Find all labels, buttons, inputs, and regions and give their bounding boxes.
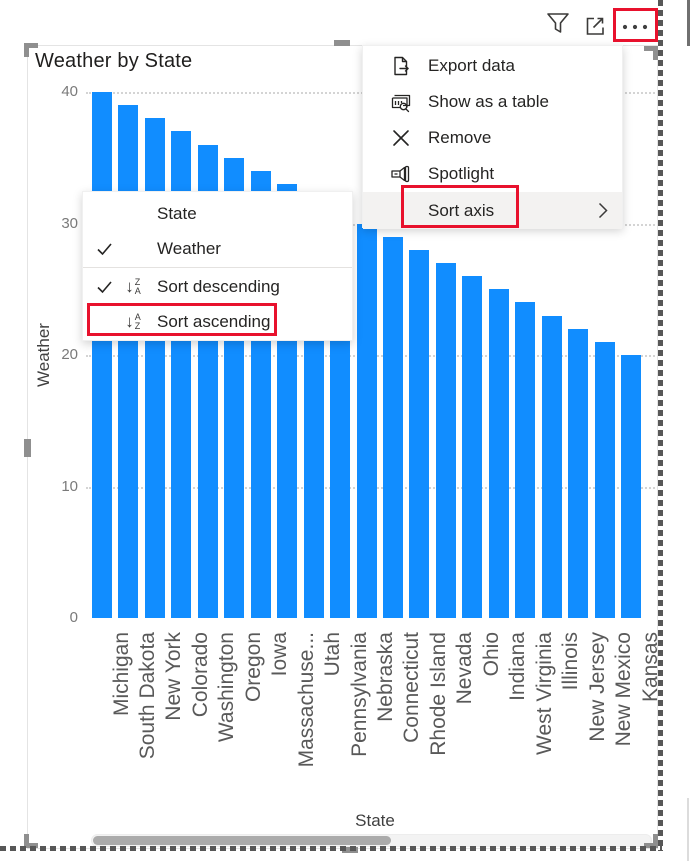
- menu-item-remove[interactable]: Remove: [363, 120, 622, 156]
- sort-axis-submenu: State Weather ↓ Z A Sort descending ↓ A Z: [82, 191, 353, 341]
- more-options-icon[interactable]: [617, 18, 653, 41]
- menu-item-label: Show as a table: [428, 92, 549, 111]
- x-axis-label: Utah: [321, 632, 345, 677]
- y-axis-title: Weather: [34, 323, 53, 387]
- bar-Illinois[interactable]: [541, 315, 562, 618]
- x-axis-label: New Jersey: [585, 632, 609, 742]
- y-axis-tick-label: 10: [61, 477, 78, 495]
- x-axis-label: New Mexico: [612, 632, 636, 747]
- pane-edge-bottom: [687, 798, 689, 861]
- x-axis-label: Rhode Island: [426, 632, 450, 756]
- checkmark-icon: [96, 280, 114, 294]
- x-axis-label: Illinois: [559, 632, 583, 691]
- submenu-item-sort-ascending[interactable]: ↓ A Z Sort ascending: [83, 304, 352, 339]
- menu-item-label: Export data: [428, 56, 515, 75]
- bar-Michigan[interactable]: [92, 92, 112, 618]
- menu-item-label: Remove: [428, 128, 492, 147]
- menu-item-label: Sort axis: [428, 200, 495, 220]
- submenu-item-label: Weather: [157, 238, 221, 258]
- resize-handle-top-left[interactable]: [24, 43, 38, 57]
- resize-handle-middle-left[interactable]: [24, 439, 31, 457]
- submenu-item-weather[interactable]: Weather: [83, 231, 352, 266]
- x-axis-title: State: [355, 811, 395, 830]
- selection-border-right: [658, 0, 663, 851]
- export-data-icon: [390, 55, 412, 77]
- x-axis-label: West Virginia: [532, 632, 556, 755]
- x-axis-label: Pennsylvania: [347, 632, 371, 757]
- resize-handle-bottom-left[interactable]: [24, 834, 38, 848]
- bar-Connecticut[interactable]: [382, 236, 403, 618]
- submenu-item-sort-descending[interactable]: ↓ Z A Sort descending: [83, 269, 352, 304]
- submenu-separator: [83, 267, 352, 268]
- annotation-box-sort-ascending: [87, 303, 277, 336]
- bar-New Mexico[interactable]: [594, 341, 615, 618]
- bar-South Dakota[interactable]: [118, 105, 139, 618]
- sort-ascending-icon: ↓ A Z: [125, 312, 141, 331]
- x-axis-label: Michigan: [109, 632, 133, 717]
- x-axis-label: Washington: [215, 632, 239, 743]
- menu-item-label: Spotlight: [428, 164, 495, 183]
- y-axis-tick-label: 30: [61, 214, 78, 232]
- resize-handle-bottom-right[interactable]: [644, 834, 658, 848]
- x-axis-label: Kansas: [638, 632, 662, 703]
- resize-handle-top-middle[interactable]: [334, 40, 350, 46]
- annotation-box-more-options: [613, 8, 658, 42]
- x-axis-label: Nevada: [453, 632, 477, 705]
- checkmark-icon: [96, 242, 114, 256]
- bar-Kansas[interactable]: [621, 355, 641, 618]
- visual-title: Weather by State: [35, 50, 193, 72]
- submenu-item-label: Sort descending: [157, 276, 280, 296]
- bar-Nevada[interactable]: [435, 262, 456, 618]
- show-as-table-icon: [390, 91, 412, 113]
- remove-icon: [390, 127, 412, 149]
- menu-item-sort-axis[interactable]: Sort axis: [363, 192, 622, 229]
- x-axis-label: South Dakota: [135, 632, 159, 760]
- bar-Indiana[interactable]: [488, 289, 509, 618]
- horizontal-scrollbar-thumb[interactable]: [93, 836, 391, 845]
- x-axis-label: New York: [162, 632, 186, 721]
- x-axis-label: Oregon: [241, 632, 265, 703]
- menu-item-show-as-table[interactable]: Show as a table: [363, 84, 622, 120]
- resize-handle-top-right[interactable]: [644, 46, 658, 60]
- submenu-item-label: State: [157, 203, 197, 223]
- x-axis-label: Iowa: [268, 632, 292, 677]
- focus-mode-icon[interactable]: [583, 14, 607, 43]
- x-axis-label: Massachuse...: [294, 632, 318, 768]
- y-axis-tick-label: 40: [61, 83, 78, 100]
- y-axis-tick-label: 0: [69, 609, 78, 626]
- bar-Ohio[interactable]: [462, 276, 483, 618]
- x-axis-label: Colorado: [188, 632, 212, 718]
- y-axis-tick-label: 20: [61, 346, 78, 363]
- sort-descending-icon: ↓ Z A: [125, 277, 141, 296]
- spotlight-icon: [390, 163, 412, 185]
- submenu-item-state[interactable]: State: [83, 196, 352, 231]
- annotation-box-sort-axis: [401, 185, 519, 228]
- x-axis-label: Connecticut: [400, 632, 424, 743]
- bar-New Jersey[interactable]: [568, 328, 589, 618]
- submenu-chevron-icon: [598, 202, 608, 224]
- menu-item-export-data[interactable]: Export data: [363, 48, 622, 84]
- x-axis-label: Nebraska: [374, 632, 397, 722]
- bar-Rhode Island[interactable]: [409, 249, 430, 618]
- selection-border-bottom: [0, 846, 662, 851]
- menu-item-spotlight[interactable]: Spotlight: [363, 156, 622, 192]
- pane-edge-top: [687, 0, 690, 46]
- x-axis-label: Ohio: [479, 632, 503, 677]
- filter-icon[interactable]: [545, 11, 571, 42]
- bar-Nebraska[interactable]: [356, 223, 377, 618]
- submenu-item-label: Sort ascending: [157, 311, 271, 331]
- bar-West Virginia[interactable]: [515, 302, 536, 618]
- x-axis-label: Indiana: [506, 632, 530, 701]
